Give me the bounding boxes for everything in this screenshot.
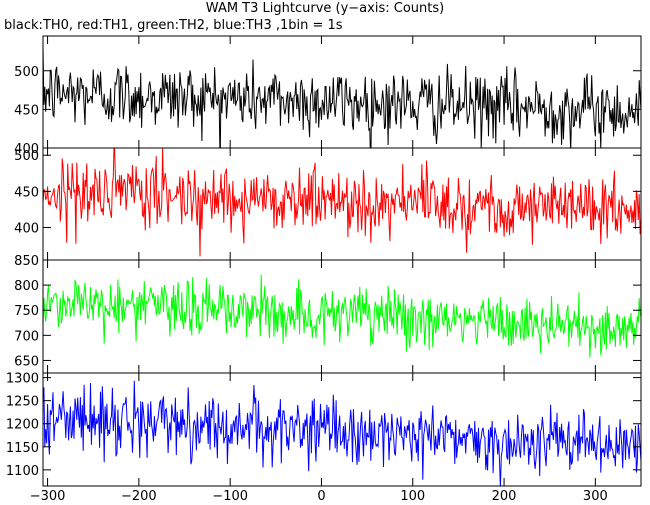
x-tick-label: −300 — [30, 489, 66, 504]
chart-title: WAM T3 Lightcurve (y−axis: Counts) — [205, 1, 445, 16]
panel-th3: 1100 1150 1200 1250 1300 — [6, 372, 642, 487]
y-tick-label: 1300 — [6, 372, 39, 387]
panel-th1: 400 450 500 — [14, 147, 642, 261]
y-tick-label: 750 — [14, 304, 39, 319]
series-line-th1 — [43, 148, 641, 257]
x-tick-label: −100 — [212, 489, 248, 504]
y-tick-label: 500 — [14, 149, 39, 164]
y-tick-label: 1200 — [6, 418, 39, 433]
x-tick-label: 300 — [583, 489, 608, 504]
y-tick-label: 450 — [14, 103, 39, 118]
panel-frame — [42, 372, 642, 487]
panel-th0: 400 450 500 — [14, 35, 642, 157]
y-tick-label: 1250 — [6, 395, 39, 410]
y-tick-label: 1150 — [6, 441, 39, 456]
panel-th2: 650 700 750 800 850 — [14, 254, 642, 374]
y-tick-label: 450 — [14, 185, 39, 200]
series-line-th2 — [43, 274, 641, 358]
y-tick-label: 500 — [14, 65, 39, 80]
y-tick-label: 800 — [14, 279, 39, 294]
x-tick-label: 0 — [317, 489, 325, 504]
series-line-th3 — [43, 380, 641, 486]
x-tick-label: 200 — [492, 489, 517, 504]
y-tick-label: 1100 — [6, 464, 39, 479]
y-tick-label: 400 — [14, 142, 39, 157]
y-tick-label: 650 — [14, 354, 39, 369]
x-tick-label: −200 — [121, 489, 157, 504]
chart-subtitle: black:TH0, red:TH1, green:TH2, blue:TH3 … — [4, 18, 343, 33]
x-tick-label: 100 — [400, 489, 425, 504]
y-tick-label: 850 — [14, 254, 39, 269]
y-tick-label: 700 — [14, 329, 39, 344]
y-tick-label: 400 — [14, 221, 39, 236]
series-line-th0 — [43, 45, 641, 148]
